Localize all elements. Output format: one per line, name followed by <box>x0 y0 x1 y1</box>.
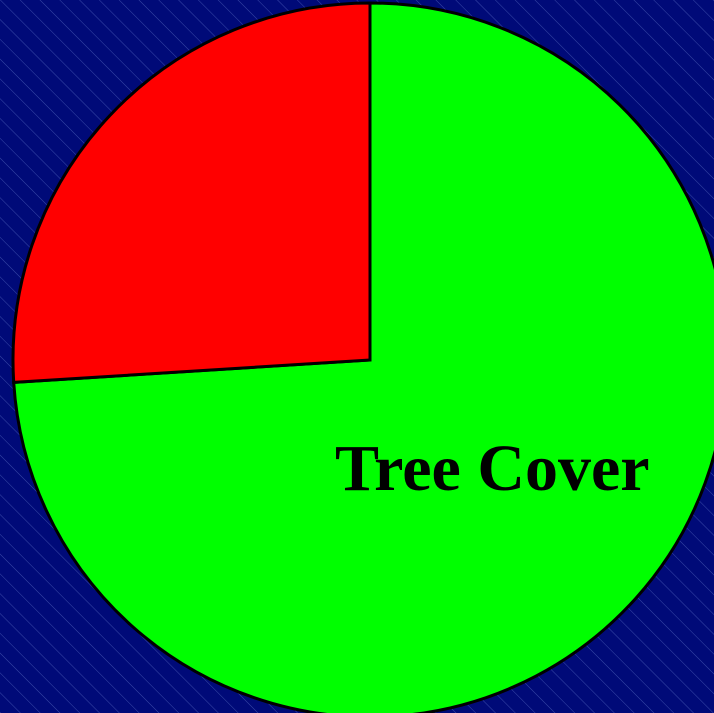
slice-label: Tree Cover <box>335 432 650 505</box>
pie-slice <box>11 1 372 385</box>
pie-slice <box>12 1 714 713</box>
pie <box>11 1 714 713</box>
labels: Tree Cover <box>335 432 650 505</box>
